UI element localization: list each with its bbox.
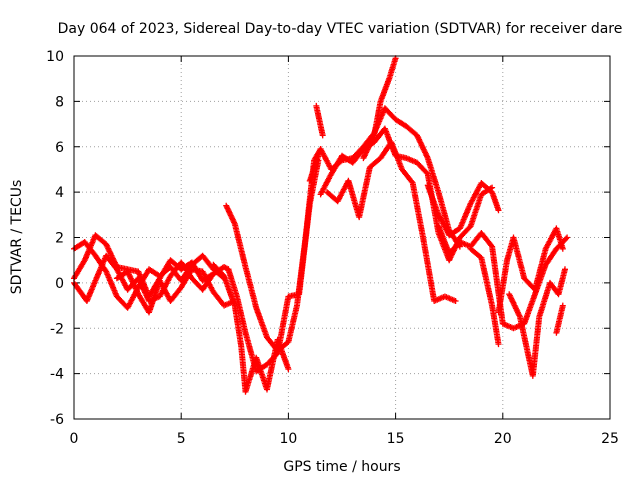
y-tick-label: -2 — [50, 321, 64, 337]
y-tick-label: -4 — [50, 367, 64, 383]
series-markers — [506, 266, 568, 379]
series-markers — [495, 225, 566, 316]
series-track-d — [113, 266, 238, 316]
series-markers — [71, 232, 232, 300]
y-tick-label: 10 — [46, 49, 64, 65]
x-tick-label: 25 — [601, 431, 619, 447]
series-track-l — [313, 102, 326, 139]
axis-ticks: 0 5 10 15 20 25 -6 -4 -2 0 2 4 6 8 10 — [46, 49, 619, 447]
x-axis-label: GPS time / hours — [283, 459, 400, 475]
series-markers — [113, 266, 238, 316]
series-track-a — [71, 232, 232, 300]
x-tick-label: 20 — [494, 431, 512, 447]
series-markers — [225, 157, 322, 375]
data-series — [71, 55, 571, 395]
y-tick-label: 2 — [55, 231, 64, 247]
series-markers — [553, 302, 566, 336]
series-markers — [210, 261, 292, 395]
series-markers — [467, 245, 502, 348]
x-tick-label: 15 — [387, 431, 405, 447]
series-track-m — [424, 180, 502, 239]
series-markers — [424, 180, 502, 239]
series-track-o — [467, 245, 502, 348]
chart-title: Day 064 of 2023, Sidereal Day-to-day VTE… — [58, 21, 623, 37]
x-tick-label: 5 — [177, 431, 186, 447]
y-tick-label: 0 — [55, 276, 64, 292]
series-track-f — [225, 157, 322, 375]
y-tick-label: 8 — [55, 94, 64, 110]
y-tick-label: 6 — [55, 140, 64, 156]
y-axis-label: SDTVAR / TECUs — [9, 180, 25, 295]
y-tick-label: -6 — [50, 412, 64, 428]
series-track-r — [553, 302, 566, 336]
series-markers — [360, 55, 399, 162]
series-markers — [324, 139, 459, 304]
series-markers — [313, 102, 326, 139]
x-tick-label: 0 — [70, 431, 79, 447]
plot-frame — [73, 55, 611, 420]
y-tick-label: 4 — [55, 185, 64, 201]
series-track-j — [324, 139, 459, 304]
series-track-p — [495, 225, 566, 316]
series-track-k — [360, 55, 399, 162]
series-track-g — [210, 261, 292, 395]
x-tick-label: 10 — [279, 431, 297, 447]
series-track-q — [506, 266, 568, 379]
